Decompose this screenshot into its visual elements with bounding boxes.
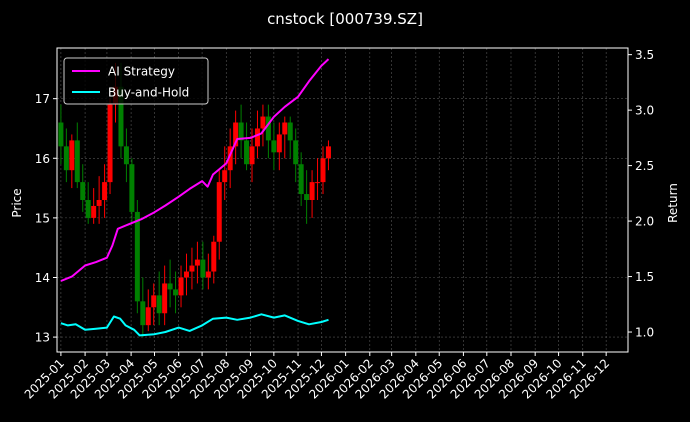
candle-body (63, 146, 69, 171)
candle-body (304, 194, 310, 200)
candle-body (85, 200, 91, 218)
y-tick-label-right: 1.5 (635, 270, 654, 284)
chart-title: cnstock [000739.SZ] (267, 10, 423, 28)
y-tick-label-left: 17 (35, 92, 50, 106)
candle-body (211, 241, 217, 272)
plot-frame (56, 47, 629, 353)
candle-body (162, 283, 168, 314)
candle-body (216, 182, 222, 242)
candle-body (271, 140, 277, 153)
candle-body (183, 271, 189, 278)
candle-body (118, 86, 124, 147)
candle-body (320, 158, 326, 183)
y-tick-label-right: 2.5 (635, 159, 654, 173)
candle-body (140, 301, 146, 326)
candle-body (167, 283, 173, 290)
candle-body (325, 146, 331, 159)
candle-body (134, 211, 140, 302)
candle-body (293, 140, 299, 165)
candle-body (129, 164, 135, 212)
candle-body (309, 182, 315, 200)
candle-body (205, 271, 211, 278)
candle-body (123, 146, 129, 165)
candle-body (260, 116, 266, 129)
ai-strategy-line (60, 58, 330, 282)
return-lines (60, 58, 330, 337)
buy-and-hold-line (60, 313, 329, 337)
candle-body (151, 295, 157, 308)
candle-body (315, 182, 321, 184)
candle-body (249, 146, 255, 165)
y-axis-label-left: Price (10, 188, 24, 217)
candle-body (276, 134, 282, 153)
candle-body (178, 277, 184, 296)
candle-body (222, 170, 228, 183)
y-tick-label-right: 1.0 (635, 326, 654, 340)
candle-body (96, 200, 102, 206)
candle-body (233, 122, 239, 147)
candle-body (173, 289, 179, 296)
candle-body (189, 265, 195, 272)
candle-body (69, 140, 75, 171)
candle-body (282, 122, 288, 135)
candle-body (227, 146, 233, 171)
y-axis-label-right: Return (666, 183, 680, 223)
candle-body (238, 122, 244, 141)
candle-body (91, 205, 97, 218)
candle-body (254, 128, 260, 147)
candle-body (200, 259, 206, 278)
price-candles (58, 62, 331, 338)
candle-body (156, 295, 162, 314)
candle-body (102, 182, 108, 200)
candle-body (74, 140, 80, 183)
candle-body (107, 104, 113, 183)
y-tick-label-left: 15 (35, 211, 50, 225)
candle-body (244, 140, 250, 165)
y-tick-label-left: 16 (35, 152, 50, 166)
candle-body (80, 182, 86, 200)
y-tick-label-left: 14 (35, 271, 50, 285)
y-tick-label-right: 3.5 (635, 48, 654, 62)
legend: AI Strategy Buy-and-Hold (63, 57, 209, 105)
candle-body (194, 259, 200, 266)
legend-label: AI Strategy (108, 65, 175, 79)
y-tick-label-left: 13 (35, 331, 50, 345)
y-tick-label-right: 2.0 (635, 215, 654, 229)
candle-body (145, 307, 151, 326)
y-tick-label-right: 3.0 (635, 104, 654, 118)
candle-body (298, 164, 304, 195)
candle-body (265, 116, 271, 141)
candle-body (287, 122, 293, 141)
legend-label: Buy-and-Hold (108, 86, 189, 100)
candle-body (58, 122, 64, 147)
